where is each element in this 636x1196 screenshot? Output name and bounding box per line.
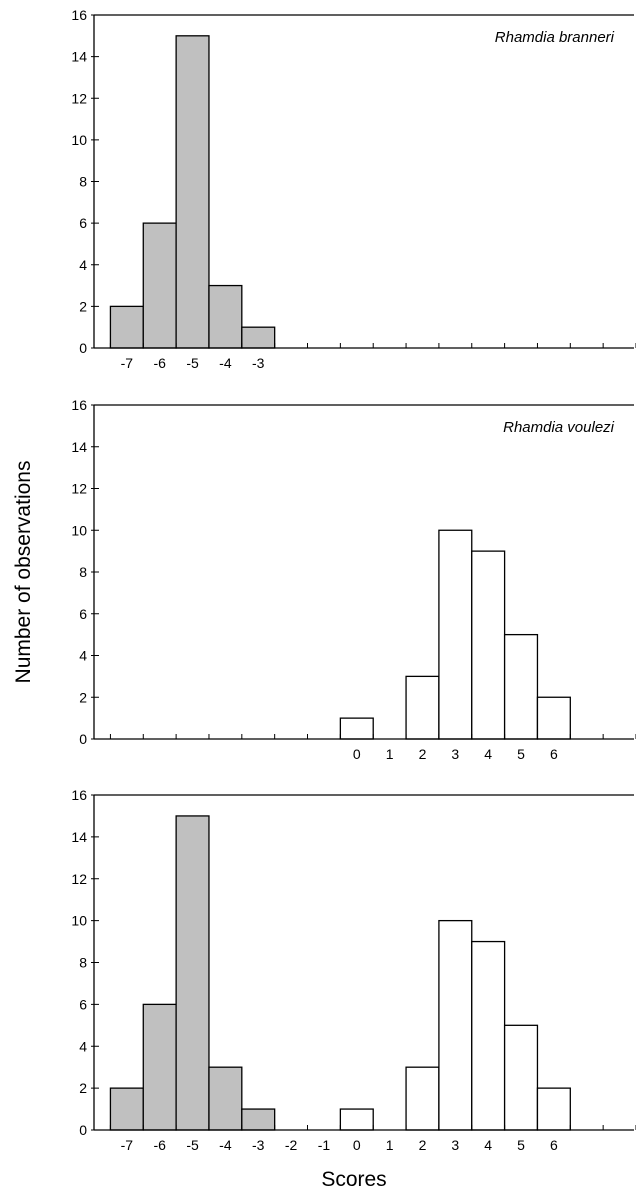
y-tick-label: 6: [79, 996, 87, 1012]
y-tick-label: 12: [71, 871, 87, 887]
y-tick-label: 16: [71, 397, 87, 413]
y-tick-label: 12: [71, 90, 87, 106]
y-tick-label: 4: [79, 257, 87, 273]
histogram-bar: [438, 919, 473, 1131]
histogram-bar: [405, 1066, 440, 1131]
x-tick-label: -4: [219, 1137, 232, 1153]
x-tick-label: 6: [550, 1137, 558, 1153]
y-tick-label: 10: [71, 913, 87, 929]
histogram-bar: [536, 696, 571, 740]
histogram-bar: [208, 1066, 243, 1131]
x-tick-label: 2: [419, 1137, 427, 1153]
x-tick-label: -2: [285, 1137, 298, 1153]
y-tick-label: 8: [79, 955, 87, 971]
x-tick-label: -4: [219, 355, 232, 371]
histogram-bar: [109, 1087, 144, 1131]
y-tick-label: 4: [79, 648, 87, 664]
x-tick-label: -1: [318, 1137, 331, 1153]
y-tick-label: 14: [71, 49, 87, 65]
x-tick-label: -3: [252, 355, 265, 371]
y-tick-label: 10: [71, 522, 87, 538]
x-tick-label: -7: [121, 1137, 134, 1153]
y-tick-label: 14: [71, 829, 87, 845]
histogram-bar: [109, 305, 144, 349]
histogram-panel-1: 0 2 4 6 8 10 12 14 16 -7 -6 -5 -4 -3 Rhamdia branneri: [71, 7, 636, 371]
y-tick-label: 2: [79, 1080, 87, 1096]
x-tick-label: -5: [186, 1137, 199, 1153]
x-tick-label: -5: [186, 355, 199, 371]
histogram-bar: [471, 550, 506, 740]
histogram-bar: [339, 1108, 374, 1131]
y-tick-label: 6: [79, 606, 87, 622]
y-tick-label: 8: [79, 174, 87, 190]
y-tick-label: 10: [71, 132, 87, 148]
x-axis-label: Scores: [321, 1168, 386, 1191]
y-axis-label: Number of observations: [12, 461, 35, 684]
histogram-bar: [471, 940, 506, 1131]
y-tick-label: 16: [71, 787, 87, 803]
x-tick-label: 3: [451, 1137, 459, 1153]
y-tick-label: 2: [79, 298, 87, 314]
y-tick-label: 16: [71, 7, 87, 23]
x-tick-label: -7: [121, 355, 134, 371]
histogram-bar: [208, 284, 243, 349]
x-tick-label: 5: [517, 1137, 525, 1153]
histogram-bar: [241, 326, 276, 349]
x-tick-label: -6: [153, 355, 166, 371]
y-tick-label: 8: [79, 564, 87, 580]
histogram-bar: [142, 222, 177, 349]
x-tick-label: 4: [484, 1137, 492, 1153]
histogram-bar: [405, 675, 440, 740]
x-tick-label: 3: [451, 746, 459, 762]
y-tick-label: 0: [79, 1122, 87, 1138]
histogram-bar: [503, 1024, 539, 1131]
histogram-bar: [142, 1003, 177, 1131]
histogram-bar: [438, 529, 473, 740]
y-tick-label: 12: [71, 481, 87, 497]
species-annotation: Rhamdia branneri: [495, 29, 615, 46]
x-tick-label: 2: [419, 746, 427, 762]
x-tick-label: 6: [550, 746, 558, 762]
y-tick-label: 6: [79, 215, 87, 231]
y-tick-label: 4: [79, 1038, 87, 1054]
histogram-bar: [339, 717, 374, 740]
histogram-bar: [503, 633, 539, 740]
x-tick-label: 4: [484, 746, 492, 762]
x-tick-label: 1: [386, 746, 394, 762]
y-tick-label: 2: [79, 689, 87, 705]
x-tick-label: -3: [252, 1137, 265, 1153]
x-tick-label: 1: [386, 1137, 394, 1153]
histogram-bar: [241, 1108, 276, 1131]
x-tick-label: 5: [517, 746, 525, 762]
x-tick-label: -6: [153, 1137, 166, 1153]
y-tick-label: 0: [79, 731, 87, 747]
y-tick-label: 14: [71, 439, 87, 455]
histogram-bar: [175, 815, 210, 1131]
x-tick-label: 0: [353, 1137, 361, 1153]
x-tick-label: 0: [353, 746, 361, 762]
histogram-bar: [175, 35, 210, 349]
species-annotation: Rhamdia voulezi: [503, 419, 615, 436]
y-tick-label: 0: [79, 340, 87, 356]
histogram-bar: [536, 1087, 571, 1131]
